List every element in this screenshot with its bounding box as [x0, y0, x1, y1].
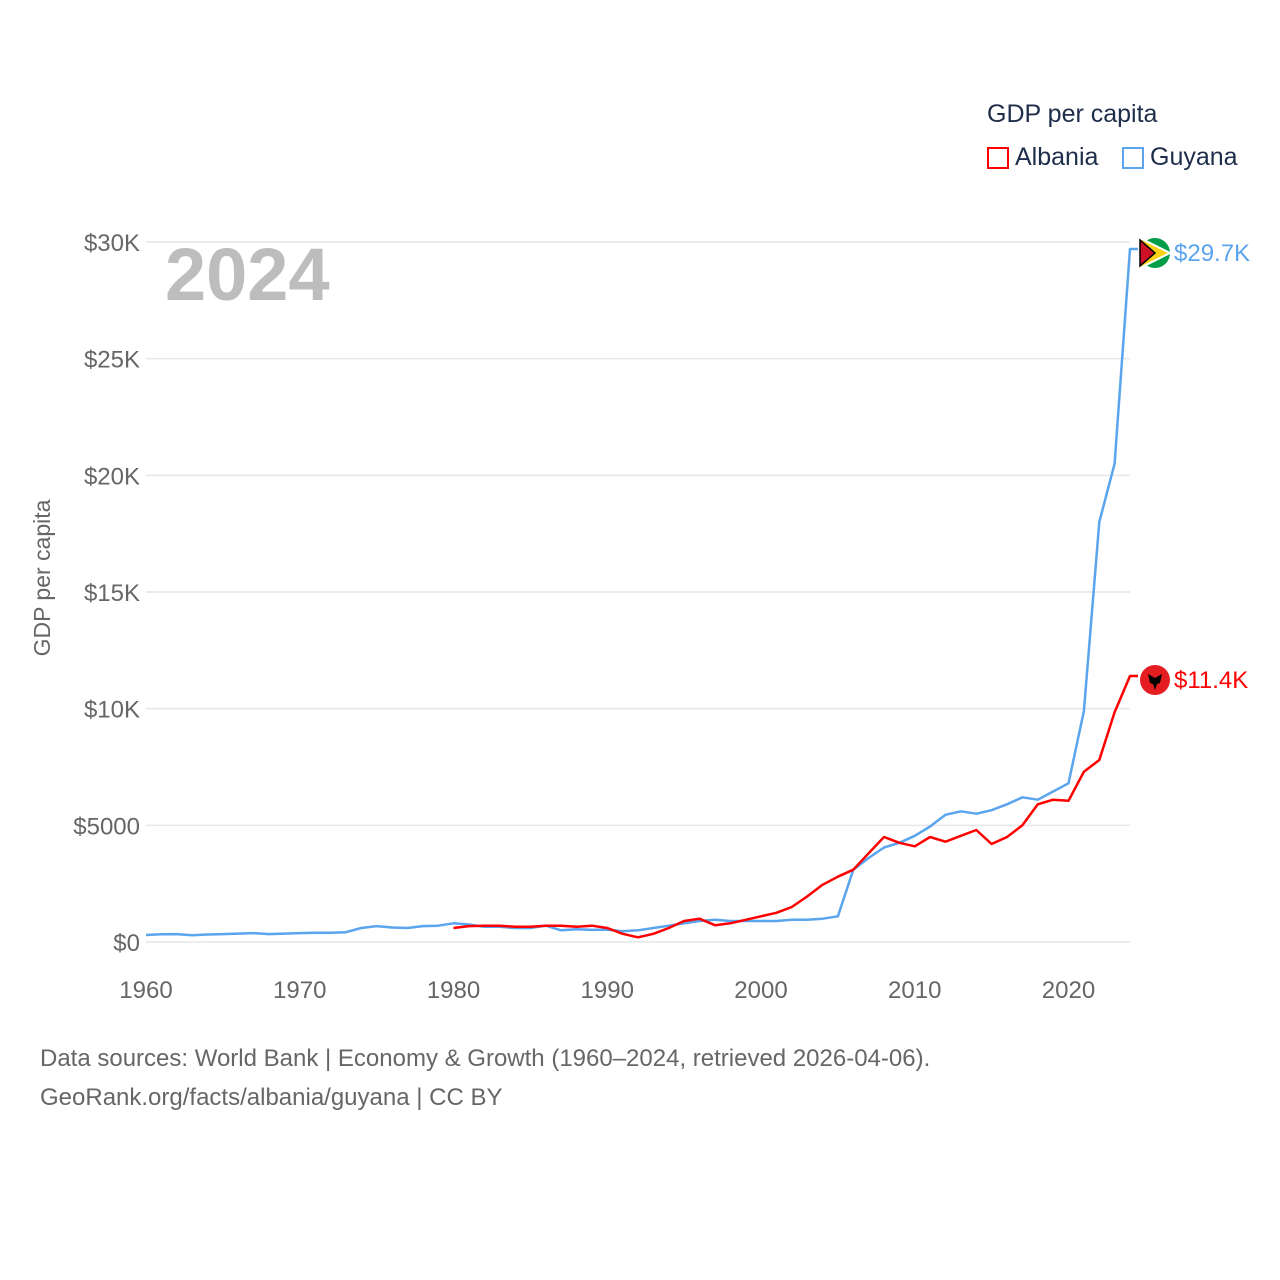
footer-link[interactable]: GeoRank.org/facts/albania/guyana | CC BY: [40, 1084, 503, 1111]
end-labels: $29.7K $11.4K: [1139, 236, 1250, 695]
albania-flag-icon: [1140, 665, 1170, 695]
x-tick-label: 2000: [734, 977, 787, 1004]
legend-item-guyana[interactable]: Guyana: [1122, 143, 1238, 172]
end-value-label-guyana: $29.7K: [1174, 240, 1250, 267]
y-tick-label: $10K: [84, 697, 140, 724]
end-value-label-albania: $11.4K: [1174, 667, 1248, 694]
series-line-albania: [453, 674, 1138, 939]
legend-swatch-guyana: [1122, 146, 1144, 169]
y-axis: $0 $5000 $10K $15K $20K $25K $30K: [73, 230, 140, 957]
legend-label: Albania: [1015, 143, 1099, 171]
y-axis-title: GDP per capita: [29, 499, 55, 656]
y-tick-label: $15K: [84, 580, 140, 607]
legend-swatch-albania: [987, 146, 1009, 169]
y-tick-label: $30K: [84, 230, 140, 257]
series-lines: [145, 247, 1138, 939]
footer-sources: Data sources: World Bank | Economy & Gro…: [40, 1045, 931, 1072]
year-label: 2024: [165, 233, 330, 316]
legend-title: GDP per capita: [987, 100, 1158, 128]
x-axis: 1960 1970 1980 1990 2000 2010 2020: [119, 977, 1095, 1004]
y-tick-label: $0: [113, 930, 140, 957]
guyana-flag-icon: [1139, 236, 1173, 270]
x-tick-label: 1980: [427, 977, 480, 1004]
x-tick-label: 1990: [581, 977, 634, 1004]
legend-item-albania[interactable]: Albania: [987, 143, 1098, 172]
x-tick-label: 1970: [273, 977, 326, 1004]
y-tick-label: $5000: [73, 813, 140, 840]
x-tick-label: 2010: [888, 977, 941, 1004]
y-tick-label: $20K: [84, 463, 140, 490]
series-line-guyana: [145, 247, 1138, 937]
gridlines: [146, 241, 1130, 943]
y-tick-label: $25K: [84, 347, 140, 374]
x-tick-label: 1960: [119, 977, 172, 1004]
legend-label: Guyana: [1150, 143, 1238, 171]
x-tick-label: 2020: [1042, 977, 1095, 1004]
